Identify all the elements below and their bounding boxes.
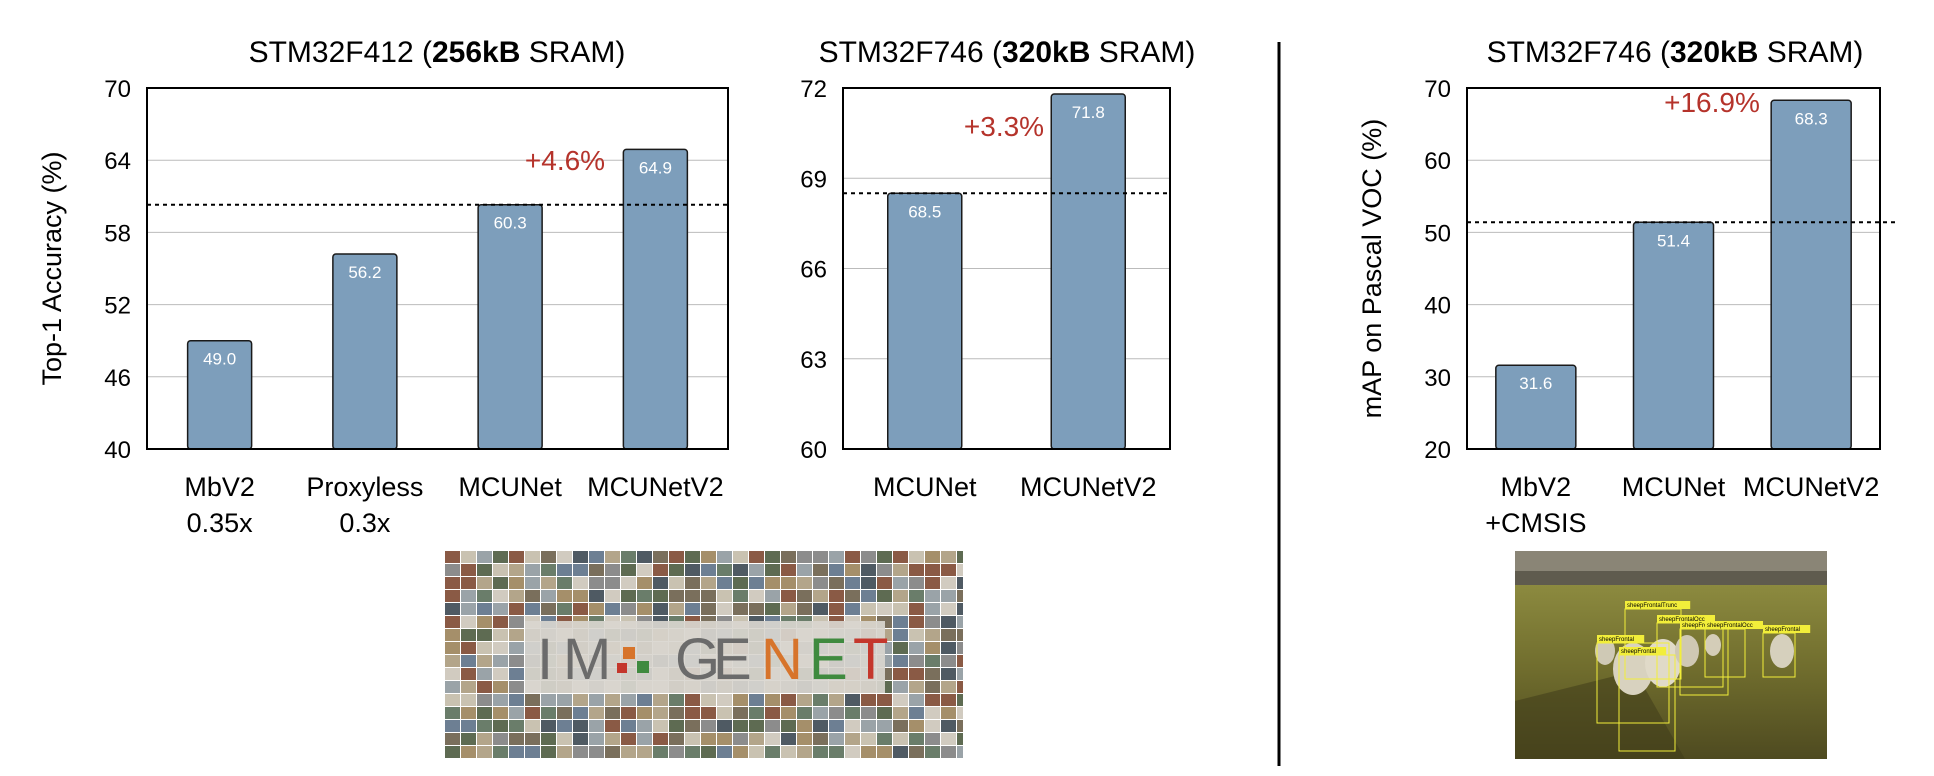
x-tick-label: MbV2 — [1501, 472, 1572, 502]
bar — [1632, 221, 1715, 450]
y-tick-label: 66 — [800, 257, 827, 284]
y-tick-label: 60 — [800, 437, 827, 464]
y-tick-label: 72 — [800, 76, 827, 103]
plot-frame — [842, 87, 1171, 450]
y-tick-label: 20 — [1424, 437, 1451, 464]
detection-label: sheepFrontal — [1599, 637, 1634, 643]
bar-value-label: 60.3 — [494, 214, 527, 233]
imagenet-logo-letter: E — [713, 627, 752, 692]
y-tick-label: 50 — [1424, 220, 1451, 247]
y-tick-label: 69 — [800, 166, 827, 193]
y-tick-label: 70 — [1424, 76, 1451, 103]
imagenet-logo: I M GE N E T — [537, 627, 888, 692]
bar — [1770, 99, 1852, 450]
bar-value-label: 68.3 — [1795, 109, 1828, 128]
chart-imagenet-f746: STM32F746 (320kB SRAM) 60 63 66 69 72 68.5 MCUN… — [800, 36, 1195, 502]
y-axis-label: mAP on Pascal VOC (%) — [1357, 119, 1387, 419]
y-tick-label: 60 — [1424, 148, 1451, 175]
chart-voc-f746: STM32F746 (320kB SRAM) 20 30 40 50 60 70 mAP on… — [1357, 36, 1896, 538]
imagenet-logo-letter: G — [675, 627, 720, 692]
imagenet-logo-letter: E — [809, 627, 848, 692]
x-tick-label: MbV2 — [184, 472, 255, 502]
imagenet-logo-letter: M — [563, 627, 611, 692]
plot-frame — [1466, 87, 1881, 450]
bar — [887, 192, 963, 450]
x-tick-label: MCUNetV2 — [1020, 472, 1157, 502]
x-tick-label: MCUNetV2 — [1743, 472, 1880, 502]
y-tick-label: 52 — [104, 293, 131, 320]
detection-label: sheepFrontalTrunc — [1627, 603, 1677, 609]
bar-value-label: 31.6 — [1519, 374, 1552, 393]
chart-title: STM32F412 (256kB SRAM) — [249, 36, 626, 69]
y-tick-label: 30 — [1424, 365, 1451, 392]
bar-value-label: 71.8 — [1072, 103, 1105, 122]
y-tick-label: 40 — [104, 437, 131, 464]
y-tick-label: 40 — [1424, 293, 1451, 320]
bar — [1050, 93, 1126, 450]
imagenet-logo-letter: T — [853, 627, 888, 692]
detection-label: sheepFrontalOcc — [1659, 617, 1705, 623]
y-tick-label: 70 — [104, 76, 131, 103]
plot-frame — [146, 87, 729, 450]
x-tick-label: MCUNet — [458, 472, 562, 502]
improvement-annotation: +3.3% — [964, 111, 1044, 142]
bar — [622, 148, 689, 450]
detection-label: sheepFrontal — [1765, 627, 1800, 633]
bar-value-label: 68.5 — [908, 202, 941, 221]
bar — [477, 203, 543, 450]
bar-value-label: 64.9 — [639, 158, 672, 177]
bar-value-label: 49.0 — [203, 350, 236, 369]
x-tick-label: +CMSIS — [1485, 508, 1586, 538]
chart-imagenet-f412: STM32F412 (256kB SRAM) 40 46 52 58 64 70 Top-1 … — [37, 36, 729, 538]
bar-value-label: 51.4 — [1657, 231, 1690, 250]
y-tick-label: 64 — [104, 148, 131, 175]
chart-title: STM32F746 (320kB SRAM) — [1487, 36, 1864, 69]
x-tick-label: 0.35x — [187, 508, 254, 538]
y-tick-label: 46 — [104, 365, 131, 392]
imagenet-logo-letter: I — [537, 627, 553, 692]
detection-label: sheepFrontal — [1621, 649, 1656, 655]
chart-title: STM32F746 (320kB SRAM) — [819, 36, 1196, 69]
imagenet-logo-letter: N — [761, 627, 803, 692]
y-tick-label: 58 — [104, 220, 131, 247]
improvement-annotation: +16.9% — [1664, 87, 1760, 118]
y-axis-label: Top-1 Accuracy (%) — [37, 151, 67, 385]
pascal-voc-sheep-image: sheepFrontalTrunc sheepFrontalOcc sheepFro… — [1515, 551, 1827, 759]
x-tick-label: Proxyless — [306, 472, 423, 502]
x-tick-label: MCUNet — [873, 472, 977, 502]
detection-label: sheepFrontalOcc — [1707, 623, 1753, 629]
x-tick-label: MCUNetV2 — [587, 472, 724, 502]
x-tick-label: 0.3x — [339, 508, 391, 538]
y-tick-label: 63 — [800, 347, 827, 374]
improvement-annotation: +4.6% — [525, 145, 605, 176]
bar — [332, 253, 398, 450]
bar-value-label: 56.2 — [348, 263, 381, 282]
x-tick-label: MCUNet — [1622, 472, 1726, 502]
